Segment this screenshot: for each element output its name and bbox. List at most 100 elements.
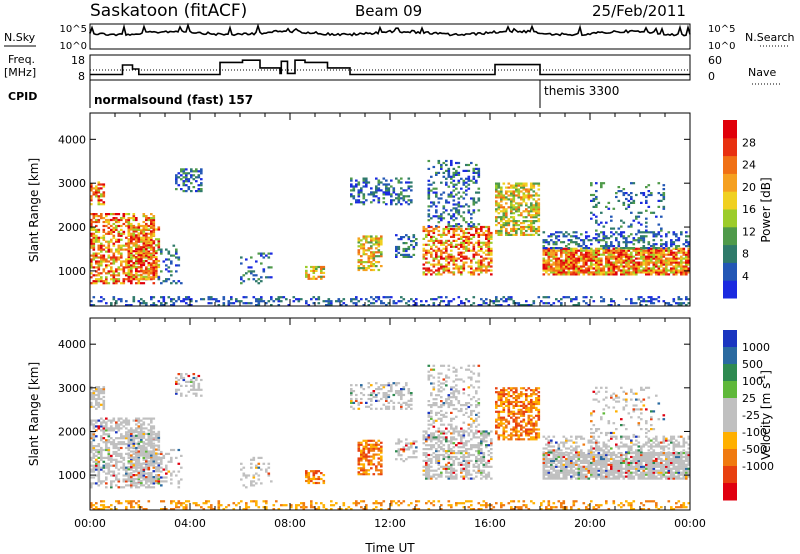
echo-cell [100,452,103,455]
echo-cell [177,382,181,385]
echo-cell [145,446,148,449]
echo-cell [95,213,98,216]
echo-cell [150,437,153,440]
echo-cell [102,427,106,430]
echo-cell [125,466,128,469]
echo-cell [535,220,538,223]
echo-cell [90,476,93,479]
echo-cell [367,382,371,385]
echo-cell [100,203,103,206]
echo-cell [110,228,113,231]
echo-cell [97,388,101,391]
echo-cell [665,265,668,268]
echo-cell [102,258,106,261]
echo-cell [450,255,453,258]
echo-cell [317,296,321,299]
echo-cell [482,243,486,246]
echo-cell [102,238,106,241]
echo-cell [452,199,456,202]
echo-cell [482,302,486,305]
echo-cell [397,442,401,445]
echo-cell [357,259,361,262]
echo-cell [532,214,536,217]
echo-cell [660,235,663,238]
echo-cell [397,201,401,204]
echo-cell [660,193,663,197]
echo-cell [465,163,468,167]
echo-cell [650,211,653,214]
cpid-panel: CPID normalsound (fast) 157 themis 3300 [8,79,690,108]
echo-cell [592,197,596,201]
echo-cell [422,465,426,468]
echo-cell [357,181,361,184]
echo-cell [132,234,136,237]
echo-cell [627,259,631,262]
echo-cell [92,482,96,485]
echo-cell [92,258,96,261]
echo-cell [362,304,366,307]
echo-cell [132,442,136,445]
echo-cell [105,272,108,275]
echo-cell [167,252,171,255]
echo-cell [502,210,506,213]
echo-cell [655,298,658,301]
echo-cell [120,433,123,436]
echo-cell [112,230,116,233]
echo-cell [145,477,148,481]
echo-cell [450,245,453,248]
echo-cell [437,201,441,204]
echo-cell [445,245,448,248]
echo-cell [142,477,146,481]
echo-cell [180,168,183,171]
echo-cell [117,441,121,444]
echo-cell [525,216,528,219]
echo-cell [550,263,553,266]
echo-cell [125,431,128,434]
echo-cell [250,466,253,469]
echo-cell [475,229,478,233]
echo-cell [142,242,146,245]
echo-cell [360,261,363,264]
echo-cell [115,423,118,426]
echo-cell [410,298,413,301]
echo-cell [370,261,373,264]
echo-cell [90,470,93,473]
echo-cell [530,182,533,185]
echo-cell [380,471,383,474]
echo-cell [597,273,601,276]
echo-cell [315,277,318,280]
echo-cell [177,184,181,187]
echo-cell [122,248,126,251]
echo-cell [522,304,526,307]
echo-cell [487,269,491,272]
echo-cell [632,273,636,276]
echo-cell [355,298,358,301]
echo-cell [497,222,501,225]
echo-cell [650,253,653,256]
echo-cell [107,270,111,273]
echo-cell [130,460,133,463]
echo-cell [640,265,643,268]
echo-cell [620,261,623,264]
echo-cell [430,269,433,272]
echo-cell [522,225,526,229]
echo-cell [432,239,436,242]
echo-cell [130,458,133,461]
echo-cell [670,241,673,244]
echo-cell [92,454,96,457]
echo-cell [107,250,111,253]
echo-cell [370,253,373,256]
echo-cell [682,261,686,264]
echo-cell [575,253,578,256]
echo-cell [125,260,128,263]
echo-cell [422,452,426,455]
echo-cell [95,458,98,461]
echo-cell [500,200,503,203]
echo-cell [532,190,536,193]
echo-cell [325,300,328,303]
echo-cell [657,296,661,299]
echo-cell [662,267,666,270]
echo-cell [427,261,431,264]
echo-cell [645,257,648,260]
echo-cell [157,464,161,467]
